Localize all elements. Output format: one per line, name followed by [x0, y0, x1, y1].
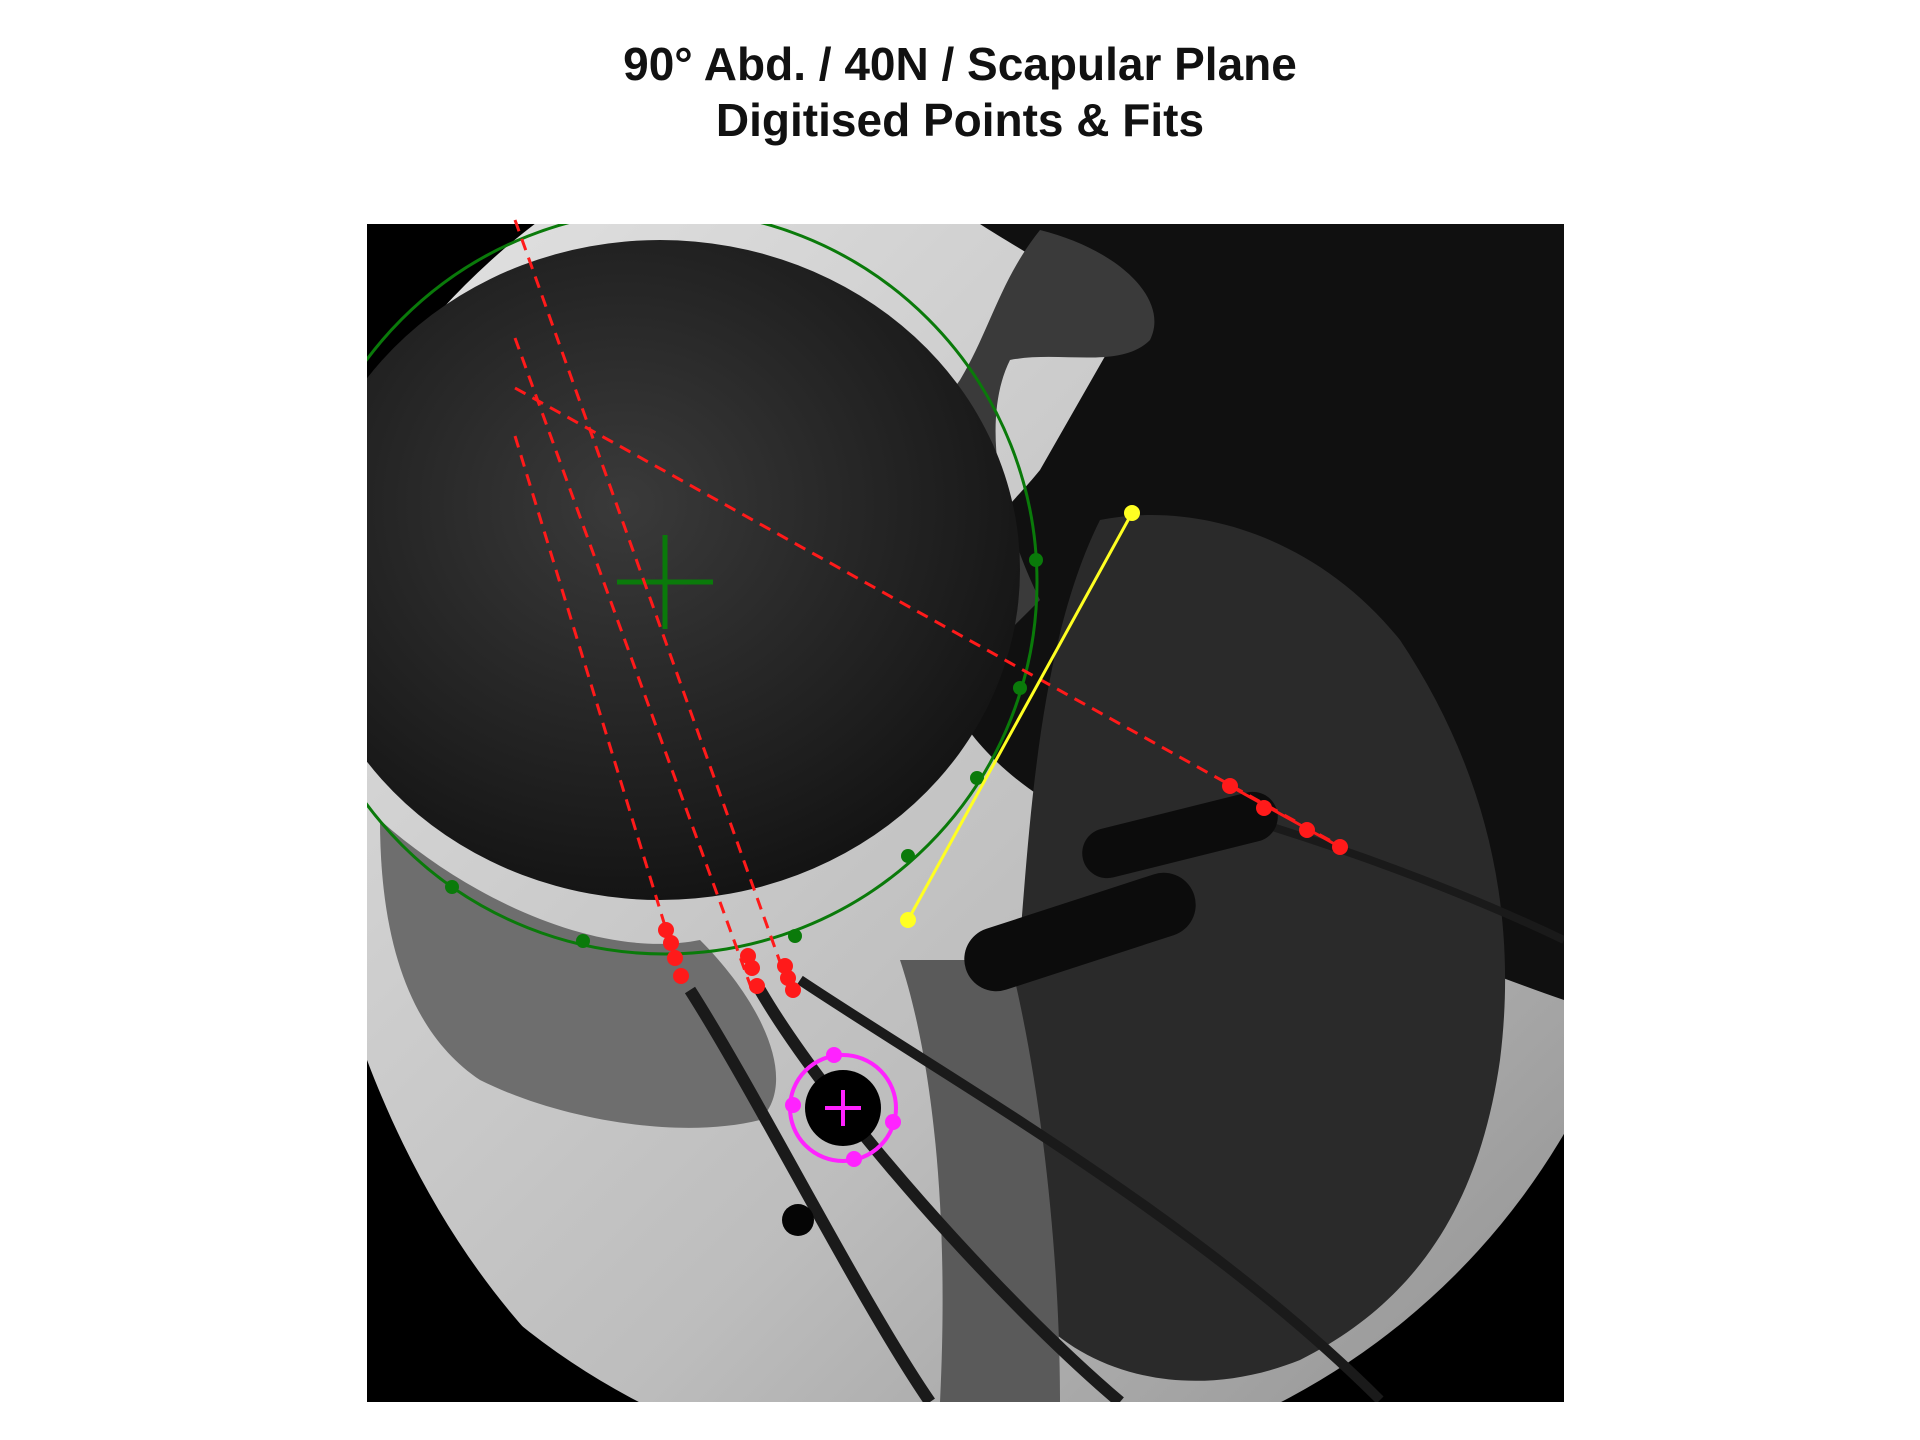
shaft-point	[663, 935, 679, 951]
corner-mask-br	[1380, 1200, 1564, 1402]
glenoid-point-inferior	[900, 912, 916, 928]
shaft-point	[785, 982, 801, 998]
title-line-2: Digitised Points & Fits	[715, 94, 1205, 146]
glenoid-line	[906, 512, 1134, 921]
humeral-head-point	[576, 934, 590, 948]
shaft-axis-line-2	[513, 337, 754, 991]
corner-mask-bl	[367, 1060, 600, 1402]
implant-rod-1	[964, 872, 1196, 992]
glenoid-point-superior	[1124, 505, 1140, 521]
shaft-point	[667, 950, 683, 966]
wire-4	[1248, 816, 1564, 944]
humeral-head-point	[1013, 681, 1027, 695]
marker-point	[846, 1151, 862, 1167]
humeral-head-fit-circle	[367, 224, 1039, 956]
small-dark-dot	[782, 1204, 814, 1236]
humeral-head-point	[445, 880, 459, 894]
shaft-axis-fits	[513, 219, 1341, 991]
shaft-axis-line-3	[513, 435, 682, 976]
humeral-head-point	[901, 849, 915, 863]
marker-fit	[785, 1047, 901, 1167]
humeral-head-point	[1029, 553, 1043, 567]
wire-3	[797, 975, 1384, 1402]
shaft-axis-points	[658, 778, 1348, 998]
implant-rod-2	[1082, 791, 1278, 879]
shaft-point	[749, 978, 765, 994]
glenoid-line-fit	[900, 505, 1140, 928]
shaft-solid-segment	[1229, 784, 1341, 849]
lower-grey-tissue	[380, 820, 777, 1128]
humeral-head-point	[788, 929, 802, 943]
shaft-point	[658, 922, 674, 938]
wire-1	[684, 986, 935, 1402]
scapula-region	[1003, 515, 1506, 1381]
xray-image	[367, 224, 1564, 1402]
humeral-head-point	[970, 771, 984, 785]
shaft-point	[673, 968, 689, 984]
wire-2	[754, 986, 1124, 1402]
shaft-axis-line-4	[514, 386, 1341, 848]
marker-point	[785, 1097, 801, 1113]
shaft-point	[777, 958, 793, 974]
marker-point	[885, 1114, 901, 1130]
shaft-point	[744, 960, 760, 976]
humeral-head-fit	[367, 224, 1043, 956]
title-line-1: 90° Abd. / 40N / Scapular Plane	[623, 38, 1297, 90]
shaft-point	[780, 970, 796, 986]
figure-title: 90° Abd. / 40N / Scapular Plane Digitise…	[0, 36, 1920, 148]
humeral-head	[367, 240, 1020, 900]
shaft-axis-line-1	[513, 219, 792, 991]
marker-point	[826, 1047, 842, 1063]
